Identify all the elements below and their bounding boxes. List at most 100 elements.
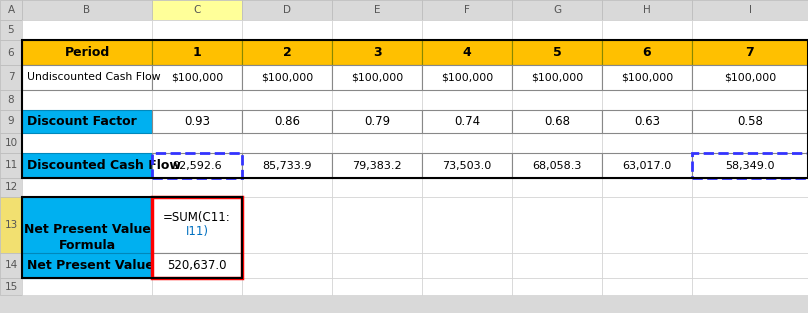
Bar	[22, 253, 152, 278]
Bar	[692, 65, 808, 90]
Bar	[242, 65, 332, 90]
Text: I: I	[748, 5, 751, 15]
Bar	[0, 253, 22, 278]
Text: Period: Period	[65, 46, 110, 59]
Text: 92,592.6: 92,592.6	[172, 161, 222, 171]
Bar	[692, 133, 808, 153]
Bar	[512, 153, 602, 178]
Bar	[242, 65, 332, 90]
Text: F: F	[464, 5, 470, 15]
Text: $100,000: $100,000	[261, 73, 314, 83]
Text: H: H	[643, 5, 651, 15]
Bar	[152, 110, 242, 133]
Text: G: G	[553, 5, 561, 15]
Text: 0.63: 0.63	[634, 115, 660, 128]
Text: $100,000: $100,000	[621, 73, 673, 83]
Bar	[512, 278, 602, 295]
Bar	[512, 20, 602, 40]
Bar	[152, 65, 242, 90]
Bar	[692, 20, 808, 40]
Bar	[602, 153, 692, 178]
Bar	[422, 40, 512, 65]
Bar	[602, 133, 692, 153]
Bar	[422, 65, 512, 90]
Bar	[692, 0, 808, 20]
Bar	[0, 197, 22, 253]
Bar	[422, 65, 512, 90]
Bar	[242, 197, 332, 253]
Text: C: C	[193, 5, 200, 15]
Bar	[422, 133, 512, 153]
Bar	[332, 153, 422, 178]
Bar	[152, 253, 242, 278]
Bar	[332, 197, 422, 253]
Bar	[152, 178, 242, 197]
Bar	[242, 278, 332, 295]
Bar	[602, 0, 692, 20]
Text: 5: 5	[8, 25, 15, 35]
Bar	[22, 40, 152, 65]
Bar	[332, 20, 422, 40]
Bar	[602, 110, 692, 133]
Bar	[512, 153, 602, 178]
Bar	[602, 153, 692, 178]
Text: Net Present Value: Net Present Value	[23, 223, 150, 236]
Text: 0.79: 0.79	[364, 115, 390, 128]
Text: 9: 9	[8, 116, 15, 126]
Text: 10: 10	[4, 138, 18, 148]
Text: B: B	[83, 5, 90, 15]
Text: 73,503.0: 73,503.0	[442, 161, 491, 171]
Bar	[512, 178, 602, 197]
Bar	[22, 153, 152, 178]
Bar	[602, 197, 692, 253]
Bar	[692, 90, 808, 110]
Bar	[22, 0, 152, 20]
Bar	[22, 197, 152, 253]
Bar	[422, 153, 512, 178]
Text: Net Present Value: Net Present Value	[27, 259, 154, 272]
Bar	[512, 197, 602, 253]
Bar	[242, 20, 332, 40]
Text: 4: 4	[463, 46, 471, 59]
Bar	[512, 133, 602, 153]
Bar	[692, 153, 808, 178]
Bar	[22, 153, 152, 178]
Bar	[422, 110, 512, 133]
Bar	[22, 110, 152, 133]
Bar	[332, 133, 422, 153]
Bar	[242, 110, 332, 133]
Text: 7: 7	[8, 73, 15, 83]
Text: 1: 1	[192, 46, 201, 59]
Bar	[22, 90, 152, 110]
Text: A: A	[7, 5, 15, 15]
Bar	[422, 20, 512, 40]
Bar	[0, 278, 22, 295]
Bar	[152, 197, 242, 278]
Text: 68,058.3: 68,058.3	[532, 161, 582, 171]
Text: Discount Factor: Discount Factor	[27, 115, 137, 128]
Bar	[152, 153, 242, 178]
Text: $100,000: $100,000	[170, 73, 223, 83]
Bar	[332, 90, 422, 110]
Bar	[242, 90, 332, 110]
Bar	[0, 20, 22, 40]
Bar	[332, 0, 422, 20]
Text: I11): I11)	[186, 225, 208, 239]
Bar	[22, 40, 808, 178]
Bar	[332, 153, 422, 178]
Bar	[0, 153, 22, 178]
Bar	[692, 40, 808, 65]
Text: 14: 14	[4, 260, 18, 270]
Text: Discounted Cash Flow: Discounted Cash Flow	[27, 159, 181, 172]
Text: Undiscounted Cash Flow: Undiscounted Cash Flow	[27, 73, 161, 83]
Bar	[22, 40, 152, 65]
Text: 6: 6	[8, 48, 15, 58]
Text: 79,383.2: 79,383.2	[352, 161, 402, 171]
Bar	[512, 253, 602, 278]
Bar	[692, 40, 808, 65]
Text: 0.93: 0.93	[184, 115, 210, 128]
Bar	[152, 133, 242, 153]
Bar	[332, 110, 422, 133]
Bar	[0, 40, 22, 65]
Bar	[22, 197, 152, 278]
